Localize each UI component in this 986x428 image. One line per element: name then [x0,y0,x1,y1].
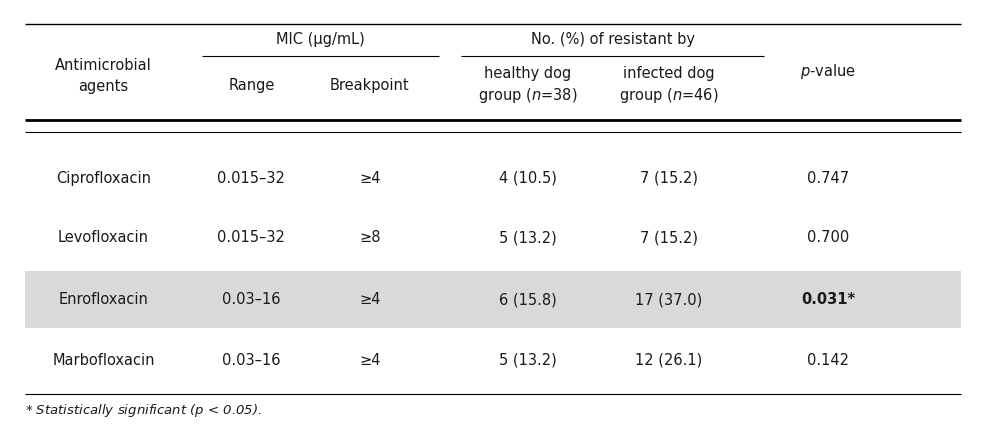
Text: ≥4: ≥4 [359,292,381,307]
Text: MIC (μg/mL): MIC (μg/mL) [276,32,365,47]
Text: 0.142: 0.142 [808,353,849,368]
Text: 7 (15.2): 7 (15.2) [640,230,697,245]
Text: 6 (15.8): 6 (15.8) [499,292,556,307]
Text: * Statistically significant ($p$ < 0.05).: * Statistically significant ($p$ < 0.05)… [25,402,261,419]
Text: No. (%) of resistant by: No. (%) of resistant by [530,32,695,47]
Text: infected dog
group ($n$=46): infected dog group ($n$=46) [618,66,719,105]
Text: 0.031*: 0.031* [801,292,856,307]
Text: Antimicrobial
agents: Antimicrobial agents [55,58,152,94]
Text: 0.03–16: 0.03–16 [222,292,281,307]
Text: 0.015–32: 0.015–32 [218,230,285,245]
Text: Ciprofloxacin: Ciprofloxacin [56,171,151,186]
Bar [25,271,961,329]
Text: $p$-value: $p$-value [801,62,856,81]
Text: 0.015–32: 0.015–32 [218,171,285,186]
Text: 5 (13.2): 5 (13.2) [499,230,556,245]
Text: 0.747: 0.747 [808,171,849,186]
Text: 7 (15.2): 7 (15.2) [640,171,697,186]
Text: Enrofloxacin: Enrofloxacin [58,292,149,307]
Text: 5 (13.2): 5 (13.2) [499,353,556,368]
Text: Levofloxacin: Levofloxacin [58,230,149,245]
Text: 4 (10.5): 4 (10.5) [499,171,556,186]
Text: ≥8: ≥8 [359,230,381,245]
Text: ≥4: ≥4 [359,353,381,368]
Text: Breakpoint: Breakpoint [330,78,409,93]
Text: healthy dog
group ($n$=38): healthy dog group ($n$=38) [477,66,578,105]
Text: 12 (26.1): 12 (26.1) [635,353,702,368]
Text: Range: Range [228,78,275,93]
Text: 0.700: 0.700 [808,230,849,245]
Text: Marbofloxacin: Marbofloxacin [52,353,155,368]
Text: 0.03–16: 0.03–16 [222,353,281,368]
Text: 17 (37.0): 17 (37.0) [635,292,702,307]
Text: ≥4: ≥4 [359,171,381,186]
